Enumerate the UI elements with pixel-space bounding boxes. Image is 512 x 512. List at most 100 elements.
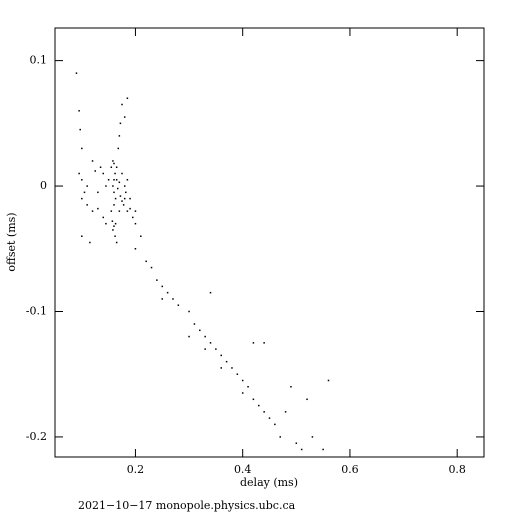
point <box>129 207 131 210</box>
point <box>322 448 324 451</box>
point <box>188 335 190 338</box>
point <box>252 398 255 401</box>
point <box>268 417 271 419</box>
point <box>300 448 303 451</box>
point <box>274 423 276 426</box>
point <box>172 298 174 300</box>
point <box>279 436 281 438</box>
point <box>91 160 94 162</box>
point <box>112 160 114 162</box>
point <box>140 235 142 237</box>
point <box>112 229 114 231</box>
point <box>118 210 121 212</box>
point <box>113 179 115 181</box>
point <box>91 210 94 212</box>
point <box>231 367 233 369</box>
point <box>156 279 158 281</box>
point <box>177 304 180 306</box>
point <box>129 197 131 200</box>
point <box>188 310 190 313</box>
x-tick-label: 0.8 <box>448 463 466 476</box>
y-tick-label: -0.1 <box>26 304 47 317</box>
point <box>311 436 314 438</box>
point <box>81 197 83 200</box>
point <box>209 291 212 294</box>
point <box>132 216 134 219</box>
x-tick-label: 0.2 <box>127 463 145 476</box>
point <box>193 323 196 325</box>
point <box>121 200 123 202</box>
point <box>78 172 80 175</box>
point <box>290 386 292 388</box>
point <box>113 191 115 194</box>
point <box>119 195 122 197</box>
point <box>122 204 125 206</box>
point <box>204 348 206 350</box>
y-tick-label: 0.1 <box>30 54 48 67</box>
point <box>118 135 121 137</box>
point <box>125 191 127 194</box>
x-axis-label: delay (ms) <box>240 476 298 489</box>
point <box>94 170 96 172</box>
point <box>113 162 115 165</box>
point <box>247 386 249 388</box>
point <box>113 225 115 227</box>
point <box>215 348 217 350</box>
point <box>110 210 113 212</box>
point <box>110 166 113 168</box>
point <box>83 191 86 194</box>
y-tick-label: 0 <box>40 179 47 192</box>
point <box>105 185 107 187</box>
point <box>105 222 107 225</box>
y-tick-label: -0.2 <box>26 430 47 443</box>
point <box>126 97 129 99</box>
point <box>204 335 206 338</box>
point <box>263 411 265 413</box>
point <box>284 411 287 413</box>
point <box>263 342 265 344</box>
point <box>150 266 153 269</box>
point <box>119 122 122 125</box>
x-tick-label: 0.4 <box>234 463 252 476</box>
point <box>111 220 114 222</box>
point <box>86 204 88 206</box>
point <box>134 222 137 225</box>
point <box>134 248 137 250</box>
point <box>107 179 110 181</box>
point <box>145 260 147 263</box>
footer: 2021−10−17 monopole.physics.ubc.ca <box>78 499 296 512</box>
point <box>99 166 102 168</box>
point <box>241 379 244 382</box>
point <box>258 404 260 407</box>
point <box>166 291 169 294</box>
point <box>123 116 126 118</box>
point <box>81 147 83 150</box>
point <box>102 216 105 219</box>
plot-frame <box>54 27 485 458</box>
point <box>115 179 118 181</box>
point <box>121 103 123 106</box>
point <box>241 392 244 394</box>
point <box>114 235 116 237</box>
point <box>75 72 78 74</box>
point <box>115 166 118 168</box>
point <box>97 207 99 210</box>
point <box>117 147 120 150</box>
point <box>89 241 91 244</box>
point <box>161 285 163 288</box>
point <box>81 179 83 181</box>
point <box>123 185 126 187</box>
point <box>220 354 222 357</box>
point <box>86 185 88 187</box>
point <box>123 197 126 200</box>
point <box>116 187 119 190</box>
point <box>78 110 80 112</box>
point <box>220 367 222 369</box>
point <box>114 197 117 200</box>
point <box>126 179 129 181</box>
point <box>225 360 228 363</box>
point <box>121 172 123 175</box>
point <box>79 128 81 131</box>
point <box>161 298 163 300</box>
